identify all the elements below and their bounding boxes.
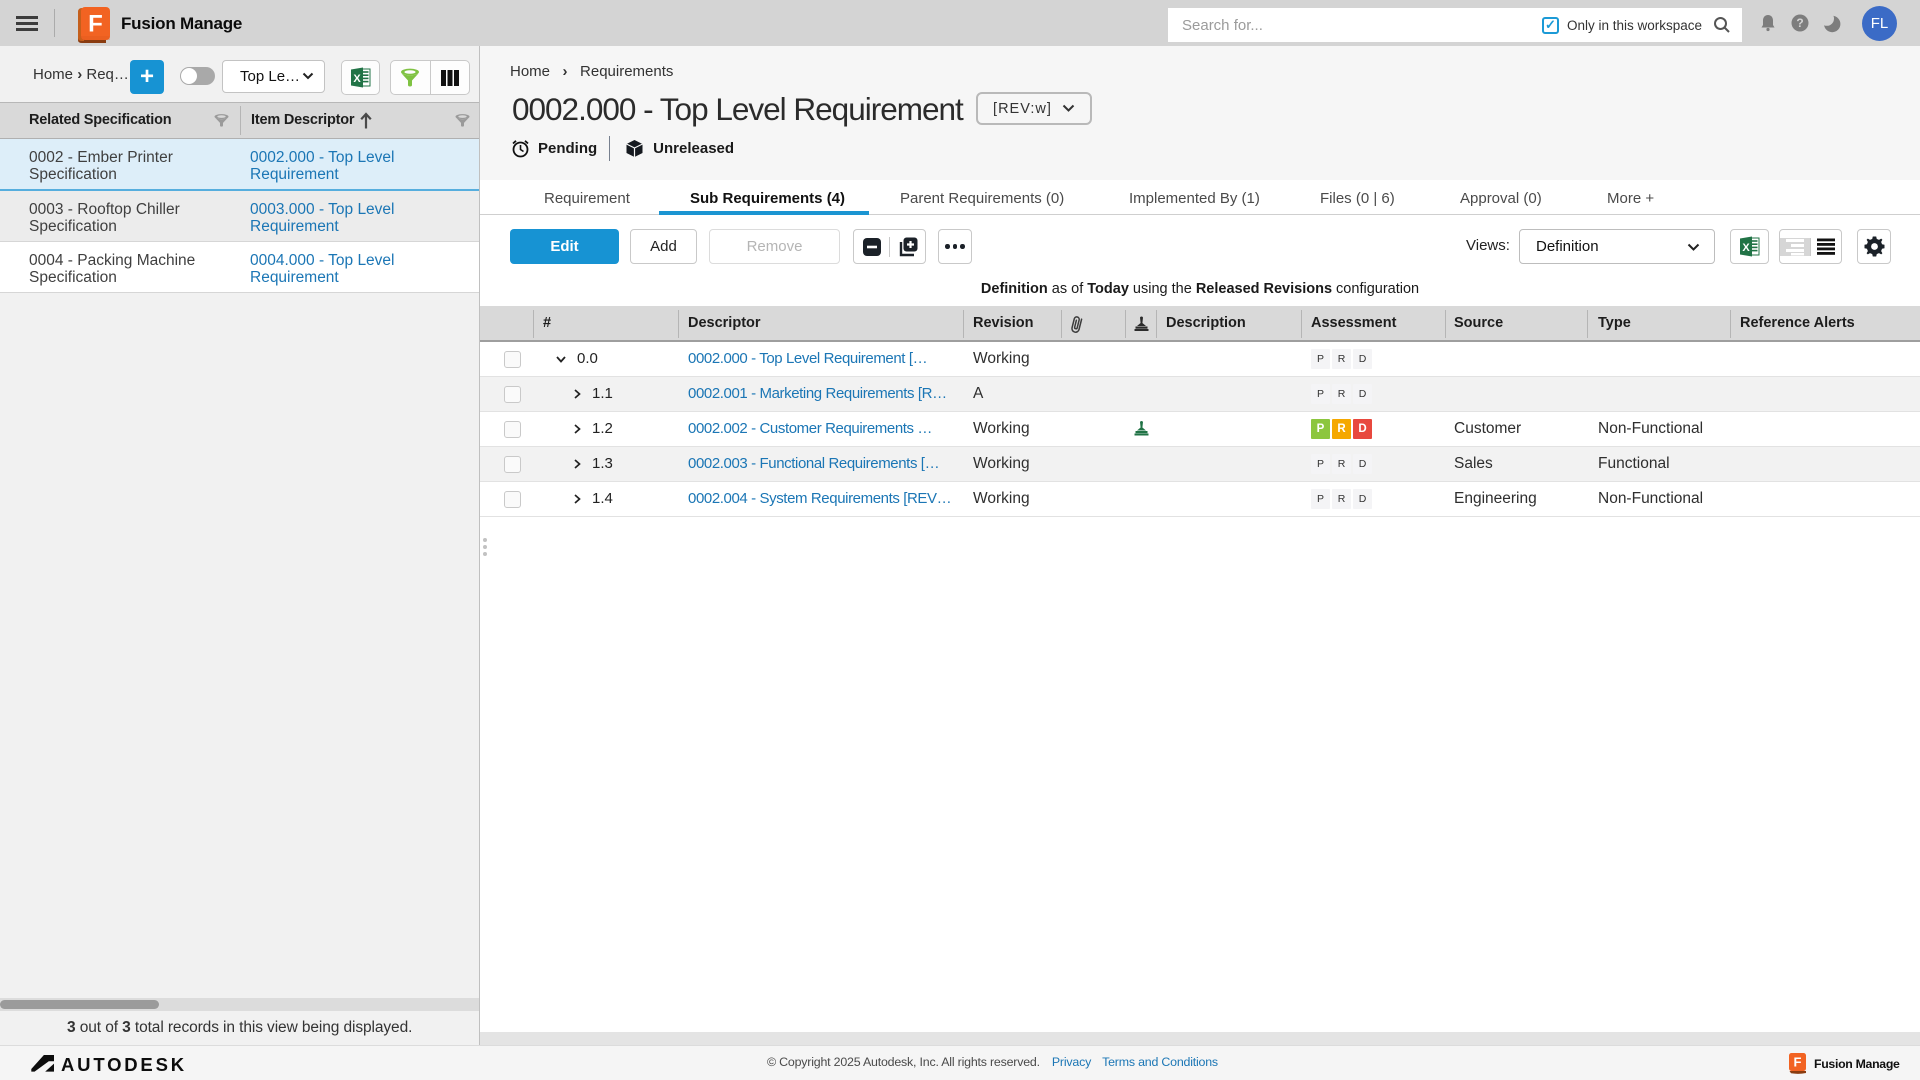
svg-text:F: F [88,11,103,38]
svg-text:?: ? [1796,16,1803,30]
svg-text:F: F [1794,1055,1802,1070]
svg-text:AUTODESK: AUTODESK [61,1054,187,1074]
svg-text:X: X [353,73,361,85]
svg-text:X: X [1742,242,1750,254]
